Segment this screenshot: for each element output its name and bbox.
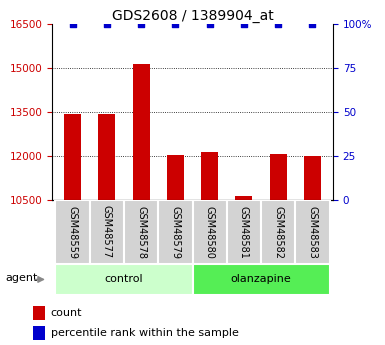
Text: control: control <box>105 275 143 284</box>
Bar <box>64 114 81 200</box>
Text: GSM48578: GSM48578 <box>136 206 146 258</box>
Bar <box>227 200 261 264</box>
Text: GSM48582: GSM48582 <box>273 206 283 258</box>
Bar <box>270 154 287 200</box>
Bar <box>98 114 116 200</box>
Text: GSM48559: GSM48559 <box>67 206 77 258</box>
Point <box>207 21 213 27</box>
Point <box>69 21 75 27</box>
Point <box>172 21 178 27</box>
Bar <box>192 200 227 264</box>
Bar <box>201 152 218 200</box>
Bar <box>55 264 192 295</box>
Bar <box>55 200 90 264</box>
Text: GSM48579: GSM48579 <box>171 206 180 258</box>
Point <box>310 21 316 27</box>
Text: GSM48583: GSM48583 <box>308 206 318 258</box>
Text: GSM48577: GSM48577 <box>102 206 112 258</box>
Text: agent: agent <box>5 273 38 283</box>
Bar <box>132 64 150 200</box>
Bar <box>304 156 321 200</box>
Text: olanzapine: olanzapine <box>231 275 291 284</box>
Point <box>241 21 247 27</box>
Bar <box>235 196 253 200</box>
Bar <box>33 306 45 320</box>
Point <box>104 21 110 27</box>
Bar <box>158 200 192 264</box>
Text: count: count <box>51 308 82 318</box>
Bar <box>90 200 124 264</box>
Point <box>275 21 281 27</box>
Bar <box>124 200 158 264</box>
Text: GSM48581: GSM48581 <box>239 206 249 258</box>
Bar <box>261 200 295 264</box>
Point <box>138 21 144 27</box>
Text: GSM48580: GSM48580 <box>205 206 214 258</box>
Bar <box>167 155 184 200</box>
Bar <box>33 326 45 339</box>
Bar <box>192 264 330 295</box>
Text: percentile rank within the sample: percentile rank within the sample <box>51 328 239 338</box>
Title: GDS2608 / 1389904_at: GDS2608 / 1389904_at <box>112 9 273 23</box>
Bar <box>295 200 330 264</box>
